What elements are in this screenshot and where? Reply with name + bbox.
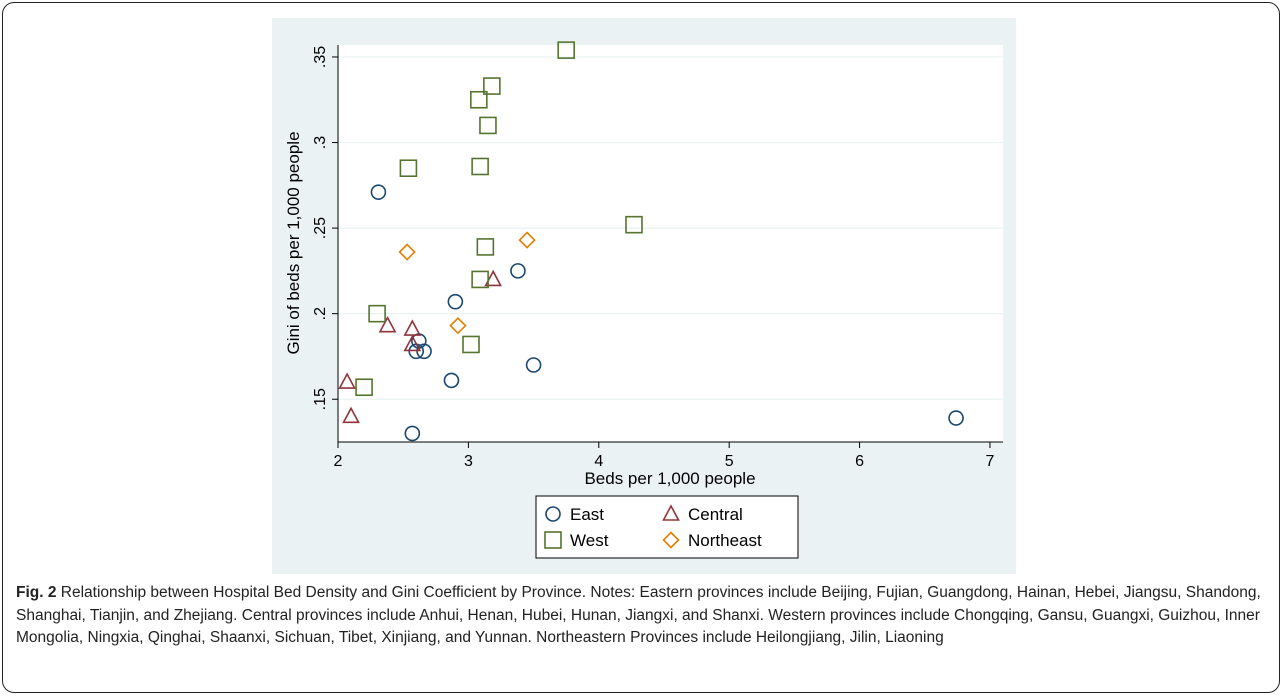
data-point-west xyxy=(471,157,489,176)
data-point-west xyxy=(355,378,373,397)
data-point-east xyxy=(510,263,526,279)
data-point-east xyxy=(443,372,460,389)
data-point-east xyxy=(404,425,421,442)
legend-label-central: Central xyxy=(688,505,743,524)
data-point-northeast xyxy=(449,317,467,335)
data-point-east xyxy=(416,343,432,360)
data-point-central xyxy=(342,406,360,424)
data-point-east xyxy=(525,357,542,373)
data-point-west xyxy=(476,238,495,256)
scatter-chart: 2 3 4 5 6 7 .15 .2 .25 .3 .35 Beds per 1,000 peop… xyxy=(284,41,1003,559)
gridlines xyxy=(338,56,1003,400)
data-point-central xyxy=(484,269,503,287)
legend-label-east: East xyxy=(570,505,604,524)
x-tick-label: 4 xyxy=(594,453,603,470)
data-point-west xyxy=(471,270,489,289)
data-point-west xyxy=(470,90,488,109)
figure-caption: Fig. 2 Relationship between Hospital Bed… xyxy=(16,582,1268,650)
axes xyxy=(337,45,1003,443)
x-tick-label: 3 xyxy=(464,453,473,470)
x-tick-label: 2 xyxy=(334,453,343,470)
y-axis-ticks: .15 .2 .25 .3 .35 xyxy=(312,46,338,410)
caption-text: Relationship between Hospital Bed Densit… xyxy=(16,584,1261,646)
x-axis-label: Beds per 1,000 people xyxy=(584,469,755,488)
legend-marker-west xyxy=(544,531,562,549)
data-point-central xyxy=(338,372,356,389)
data-point-west xyxy=(557,41,575,59)
plot-area xyxy=(338,45,1003,442)
data-point-west xyxy=(399,159,418,178)
y-tick-label: .35 xyxy=(312,46,329,68)
legend-marker-east xyxy=(545,506,561,522)
legend-label-west: West xyxy=(570,531,609,550)
legend-label-northeast: Northeast xyxy=(688,531,762,550)
data-point-west xyxy=(483,77,501,95)
legend-marker-central xyxy=(662,504,680,521)
data-point-west xyxy=(479,116,497,135)
y-tick-label: .25 xyxy=(312,217,329,239)
legend: East Central West Northeast xyxy=(535,495,799,559)
data-point-central xyxy=(403,334,422,352)
y-tick-label: .15 xyxy=(312,388,329,410)
x-tick-label: 5 xyxy=(725,453,734,470)
data-points xyxy=(338,41,964,442)
data-point-northeast xyxy=(398,243,416,261)
x-tick-label: 7 xyxy=(986,453,995,470)
data-point-west xyxy=(625,215,643,234)
data-point-west xyxy=(462,335,480,354)
legend-marker-northeast xyxy=(662,531,680,549)
y-tick-label: .3 xyxy=(312,136,329,149)
caption-label: Fig. 2 xyxy=(16,584,57,601)
data-point-east xyxy=(370,184,387,200)
data-point-central xyxy=(378,315,397,333)
data-point-northeast xyxy=(518,231,536,249)
data-point-east xyxy=(447,293,464,310)
x-axis-ticks: 2 3 4 5 6 7 xyxy=(334,442,995,470)
data-point-east xyxy=(948,410,964,426)
x-tick-label: 6 xyxy=(855,453,864,470)
y-tick-label: .2 xyxy=(312,307,329,320)
legend-box xyxy=(535,495,799,559)
data-point-west xyxy=(368,304,386,323)
y-axis-label: Gini of beds per 1,000 people xyxy=(284,131,303,354)
